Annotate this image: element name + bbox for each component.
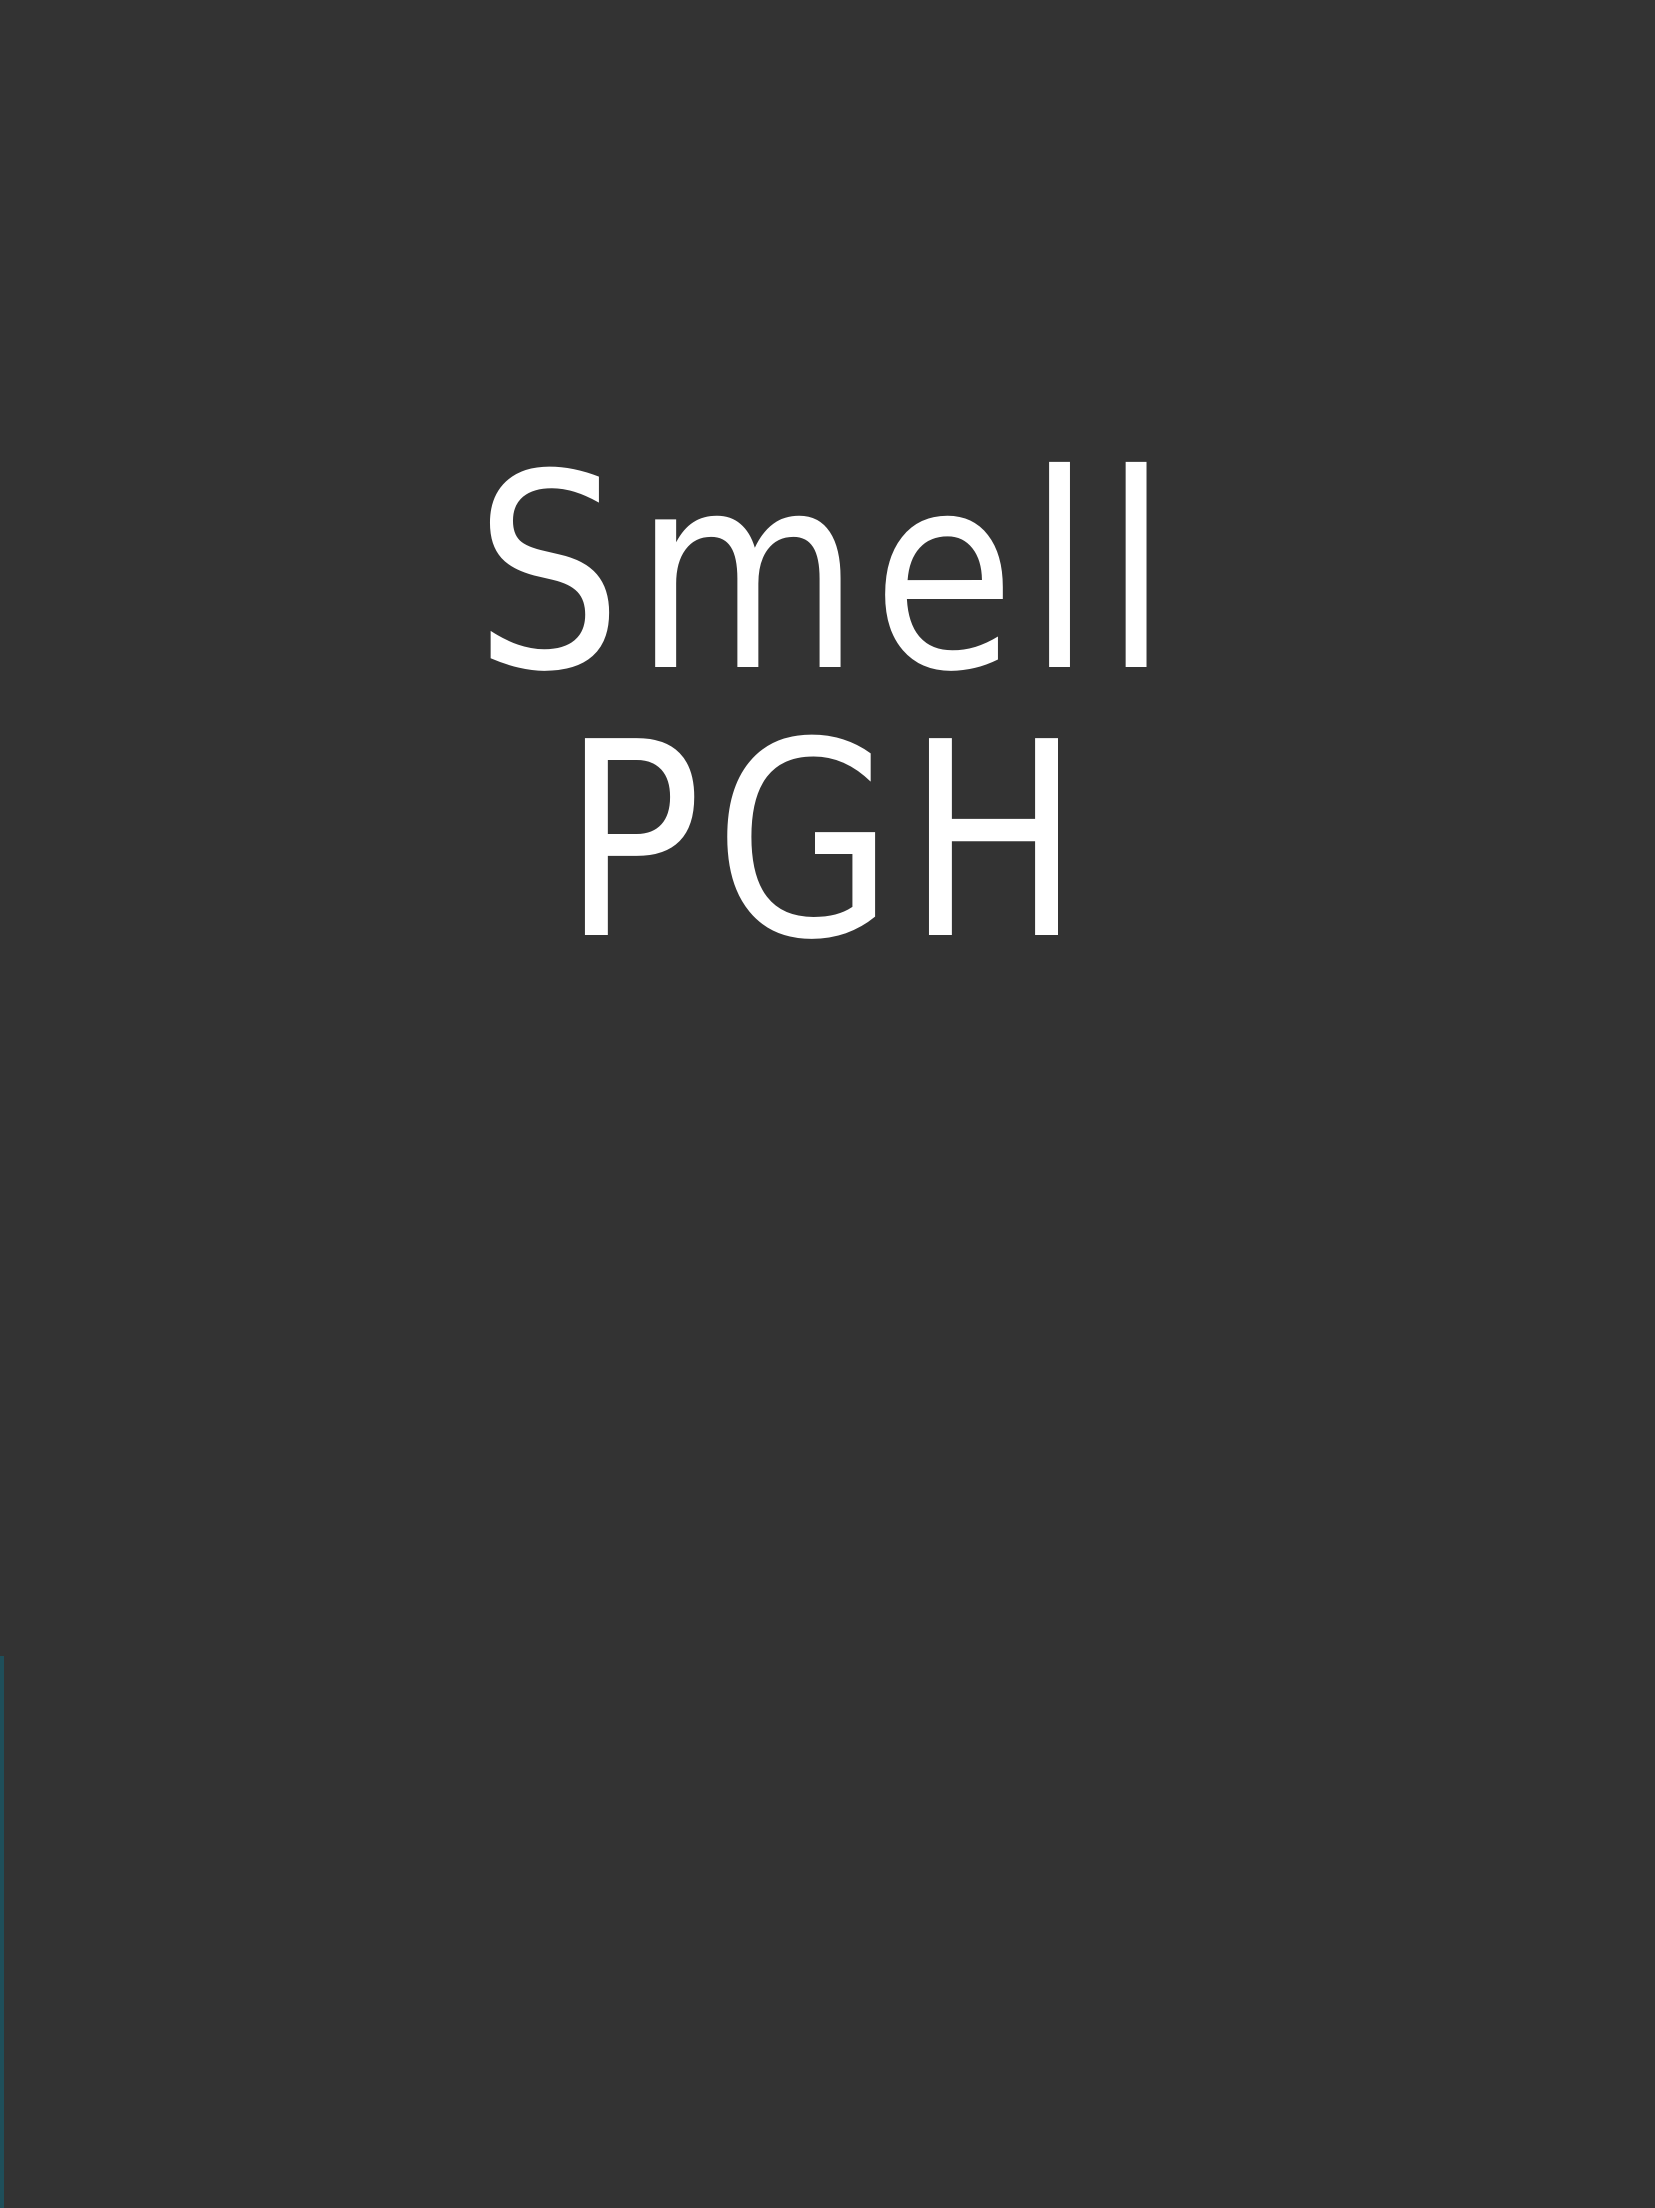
app-title-line-2: PGH (562, 684, 1093, 999)
edge-strip (0, 1656, 4, 2208)
app-title: Smell PGH (116, 416, 1539, 999)
app-title-line-1: Smell (474, 416, 1181, 731)
